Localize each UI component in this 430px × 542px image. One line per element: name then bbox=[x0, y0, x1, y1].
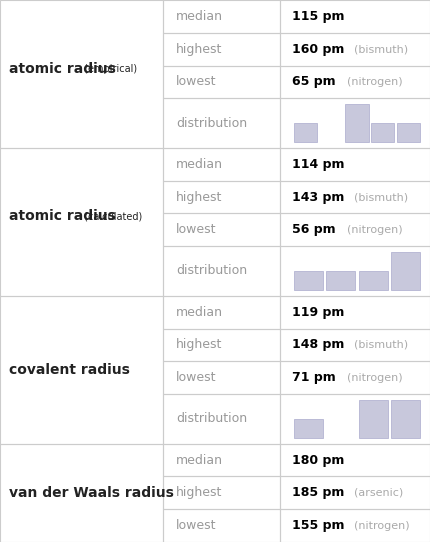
Text: distribution: distribution bbox=[176, 264, 247, 278]
Bar bbox=[280, 33, 430, 66]
Bar bbox=[163, 444, 280, 476]
Bar bbox=[163, 0, 280, 33]
Text: (bismuth): (bismuth) bbox=[347, 44, 408, 54]
Bar bbox=[280, 509, 430, 542]
Bar bbox=[163, 148, 280, 180]
Bar bbox=[391, 399, 420, 438]
Text: (nitrogen): (nitrogen) bbox=[340, 225, 402, 235]
Text: (calculated): (calculated) bbox=[81, 211, 142, 222]
Bar bbox=[280, 0, 430, 33]
Text: covalent radius: covalent radius bbox=[9, 363, 129, 377]
Bar bbox=[294, 123, 317, 143]
Text: median: median bbox=[176, 158, 223, 171]
Bar bbox=[0, 296, 163, 444]
Bar bbox=[391, 251, 420, 291]
Text: 148 pm: 148 pm bbox=[292, 338, 345, 351]
Text: 160 pm: 160 pm bbox=[292, 43, 345, 56]
Text: median: median bbox=[176, 306, 223, 319]
Text: (empirical): (empirical) bbox=[81, 63, 138, 74]
Text: distribution: distribution bbox=[176, 117, 247, 130]
Text: (arsenic): (arsenic) bbox=[347, 488, 404, 498]
Bar bbox=[163, 296, 280, 328]
Bar bbox=[163, 214, 280, 246]
Bar bbox=[163, 66, 280, 98]
Text: highest: highest bbox=[176, 43, 223, 56]
Text: 115 pm: 115 pm bbox=[292, 10, 345, 23]
Text: 180 pm: 180 pm bbox=[292, 454, 345, 467]
Bar bbox=[163, 328, 280, 362]
Bar bbox=[326, 271, 355, 291]
Bar bbox=[371, 123, 394, 143]
Bar bbox=[280, 476, 430, 509]
Bar bbox=[0, 148, 163, 296]
Text: atomic radius: atomic radius bbox=[9, 62, 116, 75]
Text: highest: highest bbox=[176, 191, 223, 204]
Text: 114 pm: 114 pm bbox=[292, 158, 345, 171]
Bar bbox=[0, 0, 163, 148]
Bar bbox=[280, 98, 430, 148]
Text: lowest: lowest bbox=[176, 223, 217, 236]
Bar bbox=[294, 419, 323, 438]
Text: van der Waals radius: van der Waals radius bbox=[9, 486, 173, 500]
Text: (bismuth): (bismuth) bbox=[347, 192, 408, 202]
Bar bbox=[163, 476, 280, 509]
Text: lowest: lowest bbox=[176, 371, 217, 384]
Text: (nitrogen): (nitrogen) bbox=[340, 77, 402, 87]
Bar bbox=[280, 394, 430, 444]
Bar bbox=[280, 362, 430, 394]
Text: lowest: lowest bbox=[176, 75, 217, 88]
Bar bbox=[280, 180, 430, 214]
Bar bbox=[163, 180, 280, 214]
Text: 65 pm: 65 pm bbox=[292, 75, 336, 88]
Bar bbox=[280, 66, 430, 98]
Text: highest: highest bbox=[176, 338, 223, 351]
Text: median: median bbox=[176, 10, 223, 23]
Text: lowest: lowest bbox=[176, 519, 217, 532]
Bar bbox=[280, 148, 430, 180]
Bar bbox=[294, 271, 323, 291]
Bar bbox=[280, 296, 430, 328]
Text: median: median bbox=[176, 454, 223, 467]
Bar bbox=[397, 123, 420, 143]
Text: (bismuth): (bismuth) bbox=[347, 340, 408, 350]
Bar bbox=[163, 246, 280, 296]
Bar bbox=[163, 362, 280, 394]
Bar bbox=[359, 271, 387, 291]
Bar bbox=[280, 444, 430, 476]
Text: atomic radius: atomic radius bbox=[9, 209, 116, 223]
Bar bbox=[280, 246, 430, 296]
Text: 155 pm: 155 pm bbox=[292, 519, 345, 532]
Text: distribution: distribution bbox=[176, 412, 247, 425]
Text: 185 pm: 185 pm bbox=[292, 486, 345, 499]
Bar bbox=[163, 33, 280, 66]
Bar bbox=[163, 394, 280, 444]
Bar bbox=[359, 399, 387, 438]
Bar bbox=[280, 214, 430, 246]
Bar bbox=[280, 328, 430, 362]
Bar bbox=[0, 444, 163, 542]
Bar bbox=[163, 98, 280, 148]
Bar bbox=[345, 104, 369, 143]
Bar bbox=[163, 509, 280, 542]
Text: 119 pm: 119 pm bbox=[292, 306, 345, 319]
Text: 143 pm: 143 pm bbox=[292, 191, 345, 204]
Text: (nitrogen): (nitrogen) bbox=[340, 373, 402, 383]
Text: highest: highest bbox=[176, 486, 223, 499]
Text: 71 pm: 71 pm bbox=[292, 371, 336, 384]
Text: (nitrogen): (nitrogen) bbox=[347, 521, 410, 531]
Text: 56 pm: 56 pm bbox=[292, 223, 336, 236]
